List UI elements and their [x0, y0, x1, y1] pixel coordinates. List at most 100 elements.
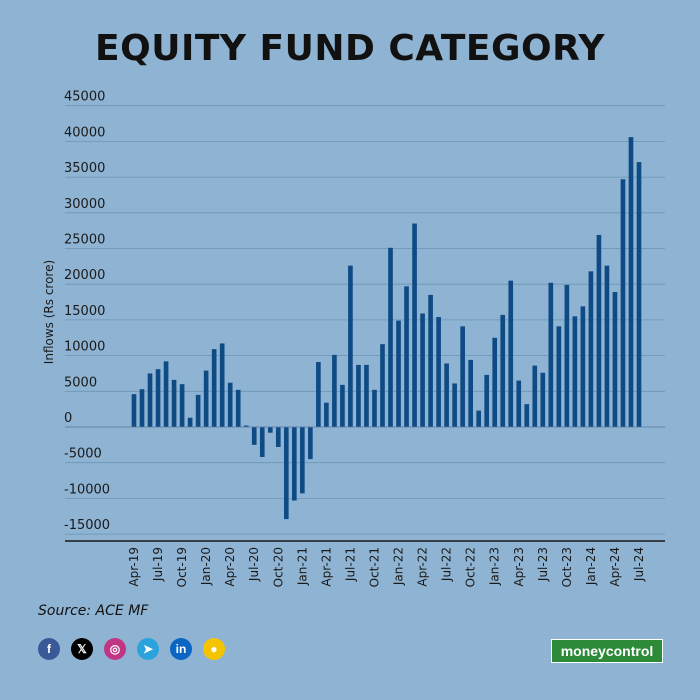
y-tick-label: -5000 — [64, 447, 102, 462]
x-tick-label: Oct-19 — [175, 547, 189, 587]
y-tick-label: 45000 — [64, 90, 105, 105]
chart-title: EQUITY FUND CATEGORY — [95, 28, 605, 69]
x-tick-label: Oct-21 — [367, 547, 381, 587]
bar-Jul-23 — [540, 372, 546, 427]
koo-icon[interactable]: ● — [203, 638, 225, 660]
x-tick-label: Oct-22 — [464, 547, 478, 587]
bar-Nov-23 — [572, 316, 578, 427]
bar-Oct-22 — [468, 359, 473, 427]
x-tick-label: Apr-23 — [512, 547, 526, 587]
x-tick-label: Jul-20 — [247, 547, 261, 582]
x-tick-label: Jul-24 — [632, 547, 646, 582]
bar-May-24 — [620, 179, 626, 427]
bar-May-20 — [235, 389, 241, 427]
bar-Mar-24 — [604, 265, 610, 427]
bar-Jan-22 — [396, 320, 401, 427]
y-axis-label: Inflows (Rs crore) — [42, 260, 56, 364]
bar-May-19 — [139, 389, 145, 427]
x-tick-label: Apr-20 — [223, 547, 237, 587]
bar-Feb-23 — [500, 314, 506, 427]
bar-Dec-23 — [580, 306, 586, 427]
x-tick-label: Jan-22 — [392, 547, 406, 586]
bar-Aug-22 — [452, 383, 457, 427]
x-tick-label: Oct-23 — [560, 547, 574, 587]
bar-Oct-23 — [564, 284, 570, 427]
bar-Feb-24 — [596, 234, 602, 427]
bar-Feb-20 — [211, 349, 217, 427]
x-tick-label: Jan-20 — [199, 547, 213, 586]
bar-Jun-24 — [628, 137, 634, 427]
bar-Nov-19 — [187, 417, 193, 427]
bar-Jul-19 — [155, 369, 161, 427]
x-tick-label: Oct-20 — [271, 547, 285, 587]
bar-Apr-20 — [227, 382, 233, 427]
x-icon[interactable]: 𝕏 — [71, 638, 93, 660]
bar-Apr-23 — [516, 380, 522, 427]
y-tick-label: 0 — [64, 411, 72, 426]
x-tick-label: Jan-23 — [488, 547, 502, 586]
bar-Apr-24 — [612, 292, 618, 427]
bar-Aug-20 — [259, 427, 265, 457]
bar-Sep-19 — [171, 379, 177, 427]
bar-Jun-21 — [340, 384, 345, 427]
facebook-icon[interactable]: f — [38, 638, 60, 660]
moneycontrol-logo[interactable]: moneycontrol — [551, 639, 663, 663]
x-tick-label: Jul-19 — [151, 547, 165, 582]
bar-Dec-21 — [388, 247, 393, 427]
bar-Sep-22 — [460, 326, 465, 427]
bar-Jul-22 — [444, 363, 449, 427]
bar-Mar-20 — [219, 343, 225, 427]
y-tick-label: 35000 — [64, 161, 105, 176]
bar-Feb-21 — [308, 427, 313, 460]
y-tick-label: -15000 — [64, 518, 110, 533]
bar-Sep-21 — [364, 364, 369, 427]
bar-Jan-23 — [492, 337, 498, 427]
y-tick-label: 10000 — [64, 340, 105, 355]
bar-Mar-22 — [412, 223, 417, 427]
bar-Jun-20 — [243, 425, 249, 427]
instagram-icon[interactable]: ◎ — [104, 638, 126, 660]
y-tick-label: 25000 — [64, 233, 105, 248]
y-tick-label: 30000 — [64, 197, 105, 212]
bar-Dec-20 — [291, 427, 297, 501]
bar-Jul-24 — [636, 162, 642, 427]
bar-Oct-20 — [275, 427, 281, 447]
bar-Jun-23 — [532, 365, 538, 427]
bar-Mar-23 — [508, 280, 514, 427]
x-tick-label: Apr-22 — [416, 547, 430, 587]
x-tick-label: Apr-21 — [319, 547, 333, 587]
telegram-icon[interactable]: ➤ — [137, 638, 159, 660]
bar-Aug-19 — [163, 361, 169, 427]
bar-Jan-24 — [588, 271, 594, 427]
y-tick-label: 5000 — [64, 375, 97, 390]
bar-Jul-20 — [251, 427, 257, 445]
bar-Apr-19 — [131, 394, 137, 427]
bar-Mar-21 — [316, 362, 321, 427]
bar-Aug-21 — [356, 364, 361, 427]
bar-Nov-21 — [380, 344, 385, 427]
bar-Apr-22 — [420, 313, 425, 427]
bar-Jan-20 — [203, 370, 209, 427]
bar-Apr-21 — [324, 402, 329, 427]
bar-Nov-22 — [476, 410, 482, 427]
y-tick-label: 40000 — [64, 125, 105, 140]
x-tick-label: Jan-21 — [295, 547, 309, 586]
x-tick-label: Apr-24 — [608, 547, 622, 587]
bar-Feb-22 — [404, 286, 409, 427]
bar-Jan-21 — [300, 427, 305, 494]
bar-Jun-22 — [436, 317, 441, 427]
y-tick-label: 20000 — [64, 268, 105, 283]
linkedin-icon[interactable]: in — [170, 638, 192, 660]
bar-Jun-19 — [147, 373, 153, 427]
bar-Aug-23 — [548, 282, 554, 427]
x-tick-label: Apr-19 — [127, 547, 141, 587]
bar-Dec-22 — [484, 374, 490, 427]
bar-May-22 — [428, 294, 433, 427]
bar-Sep-20 — [267, 427, 273, 433]
bar-Jul-21 — [348, 265, 353, 427]
bar-Sep-23 — [556, 326, 562, 427]
x-tick-label: Jul-22 — [440, 547, 454, 582]
bar-Oct-19 — [179, 384, 185, 427]
bar-May-23 — [524, 404, 530, 427]
y-tick-label: -10000 — [64, 482, 110, 497]
